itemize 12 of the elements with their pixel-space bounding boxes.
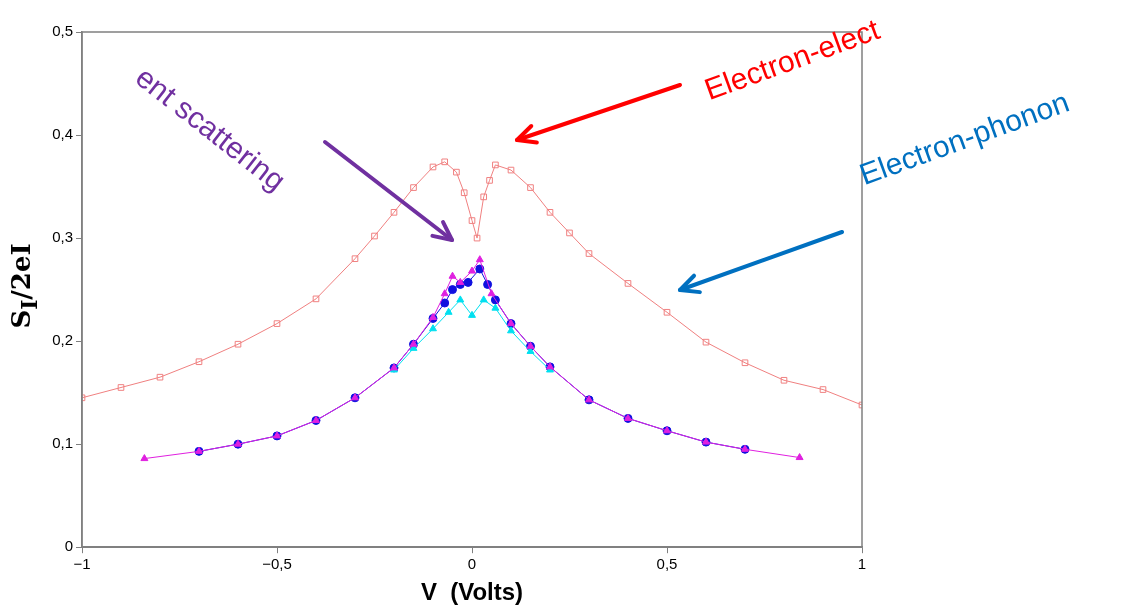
y-tick-label: 0,4 [52,125,73,143]
x-axis-title: V (Volts) [420,578,524,606]
x-tick-label: 0,5 [656,555,678,573]
x-tick-label: 0 [467,555,477,573]
y-tick-label: 0 [64,537,73,555]
x-tick-label: −0,5 [262,555,292,573]
y-tick-label: 0,2 [52,331,73,349]
x-tick-label: 1 [857,555,867,573]
y-tick-label: 0,3 [52,228,73,246]
y-tick-label: 0,1 [52,434,73,452]
x-tick-label: −1 [73,555,91,573]
y-tick-label: 0,5 [52,22,73,40]
